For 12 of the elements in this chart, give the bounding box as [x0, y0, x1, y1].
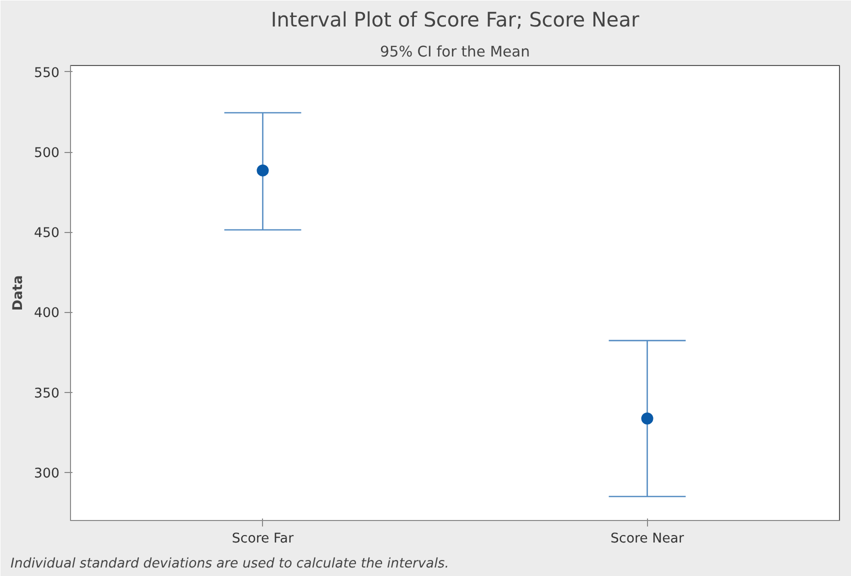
chart-title: Interval Plot of Score Far; Score Near: [270, 8, 640, 32]
y-tick-label: 550: [34, 66, 60, 81]
y-tick-label: 500: [34, 146, 60, 162]
y-tick-label: 450: [34, 226, 60, 242]
text: Individual standard deviations are used to calculate the intervals.: [10, 556, 449, 572]
y-axis-title: Data: [11, 275, 26, 311]
x-tick-label: Score Far: [232, 532, 294, 546]
y-tick-label: 350: [34, 386, 60, 402]
x-tick-label: Score Near: [610, 532, 684, 546]
chart-subtitle: 95% CI for the Mean: [380, 44, 530, 60]
y-tick-label: 400: [34, 306, 60, 322]
y-tick-label: 300: [34, 466, 60, 482]
